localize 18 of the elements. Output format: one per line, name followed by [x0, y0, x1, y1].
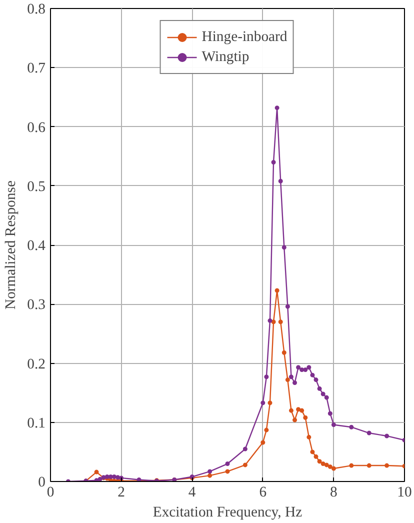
- x-tick-label: 4: [188, 484, 196, 500]
- y-tick-label: 0.6: [27, 120, 46, 136]
- x-tick-label: 2: [118, 484, 125, 500]
- legend-label: Hinge-inboard: [202, 28, 288, 46]
- x-axis-title: Excitation Frequency, Hz: [152, 504, 303, 520]
- x-tick-label: 10: [397, 484, 412, 500]
- y-tick-label: 0.1: [27, 415, 46, 432]
- x-tick-label: 6: [259, 484, 267, 500]
- y-tick-label: 0: [38, 474, 46, 490]
- y-tick-label: 0.3: [27, 297, 46, 314]
- y-axis-title: Normalized Response: [3, 180, 20, 310]
- y-tick-label: 0.7: [27, 60, 46, 77]
- y-tick-label: 0.5: [27, 178, 46, 195]
- y-tick-label: 0.8: [27, 2, 46, 18]
- legend-label: Wingtip: [202, 48, 250, 66]
- y-tick-label: 0.2: [27, 356, 46, 372]
- x-tick-label: 8: [330, 484, 338, 500]
- y-tick-label: 0.4: [27, 238, 46, 254]
